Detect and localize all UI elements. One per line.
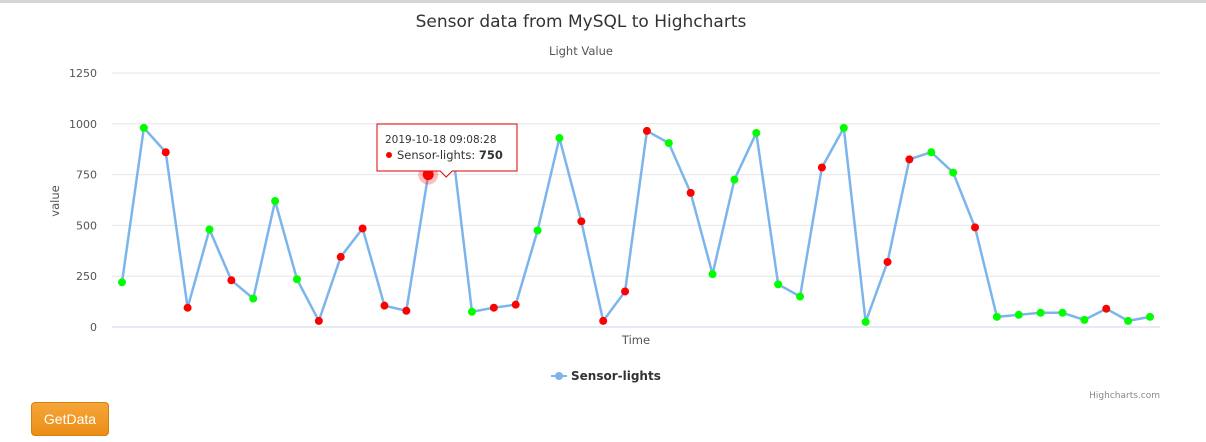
data-point[interactable]	[161, 148, 170, 157]
tooltip-box	[376, 123, 518, 178]
data-point[interactable]	[599, 316, 608, 325]
data-point[interactable]	[227, 276, 236, 285]
series-line	[120, 126, 1151, 324]
grid-lines	[112, 72, 1160, 328]
data-point[interactable]	[971, 223, 980, 232]
data-point[interactable]	[1102, 304, 1111, 313]
chart-title: Sensor data from MySQL to Highcharts	[416, 12, 747, 32]
data-point[interactable]	[774, 280, 783, 289]
line-chart: Sensor data from MySQL to Highcharts Lig…	[48, 12, 1160, 400]
data-point[interactable]	[839, 123, 848, 132]
data-point[interactable]	[664, 139, 673, 148]
y-tick-label: 750	[76, 169, 97, 182]
data-point[interactable]	[249, 294, 258, 303]
top-divider	[0, 0, 1206, 3]
data-point[interactable]	[511, 300, 520, 309]
data-point[interactable]	[1080, 315, 1089, 324]
data-point[interactable]	[927, 148, 936, 157]
data-point[interactable]	[555, 134, 564, 143]
data-point[interactable]	[380, 301, 389, 310]
data-point[interactable]	[402, 306, 411, 315]
y-tick-label: 0	[90, 321, 97, 334]
data-point[interactable]	[883, 257, 892, 266]
data-point[interactable]	[992, 312, 1001, 321]
data-point[interactable]	[336, 252, 345, 261]
data-point[interactable]	[467, 307, 476, 316]
getdata-button[interactable]: GetData	[31, 402, 109, 436]
data-point[interactable]	[489, 303, 498, 312]
tooltip: 2019-10-18 09:08:28 Sensor-lights: 750	[376, 123, 518, 178]
tooltip-value: 750	[479, 148, 503, 162]
y-axis-ticks: 0 250 500 750 1000 1250	[69, 67, 97, 334]
data-point[interactable]	[292, 275, 301, 284]
data-point[interactable]	[577, 217, 586, 226]
data-point[interactable]	[1058, 308, 1067, 317]
data-point[interactable]	[1036, 308, 1045, 317]
y-tick-label: 1000	[69, 118, 97, 131]
data-point[interactable]	[422, 169, 434, 181]
series-sensor-lights	[118, 123, 1154, 326]
data-point[interactable]	[642, 126, 651, 135]
x-axis-label: Time	[621, 333, 650, 347]
tooltip-series-name: Sensor-lights	[397, 148, 471, 162]
y-tick-label: 1250	[69, 67, 97, 80]
data-point[interactable]	[949, 168, 958, 177]
tooltip-time: 2019-10-18 09:08:28	[385, 134, 497, 146]
legend-marker-icon	[555, 372, 563, 380]
data-point[interactable]	[686, 188, 695, 197]
data-point[interactable]	[118, 278, 126, 287]
data-point[interactable]	[796, 292, 805, 301]
y-tick-label: 500	[76, 219, 97, 232]
legend-label[interactable]: Sensor-lights	[571, 369, 661, 383]
data-point[interactable]	[905, 155, 914, 164]
data-point[interactable]	[708, 270, 717, 279]
data-point[interactable]	[861, 317, 870, 326]
data-point[interactable]	[358, 224, 367, 233]
tooltip-series: Sensor-lights: 750	[397, 148, 503, 162]
data-point[interactable]	[271, 197, 280, 206]
legend[interactable]: Sensor-lights	[551, 369, 661, 383]
y-axis-label: value	[48, 185, 62, 216]
y-tick-label: 250	[76, 270, 97, 283]
data-point[interactable]	[1124, 316, 1133, 325]
data-point[interactable]	[817, 163, 826, 172]
chart-subtitle: Light Value	[549, 44, 613, 58]
data-point[interactable]	[205, 225, 214, 234]
data-point[interactable]	[183, 303, 192, 312]
data-point[interactable]	[1146, 312, 1154, 321]
data-point[interactable]	[730, 175, 739, 184]
data-point[interactable]	[621, 287, 630, 296]
data-point[interactable]	[314, 316, 323, 325]
data-point[interactable]	[1014, 310, 1023, 319]
tooltip-marker	[386, 152, 392, 158]
data-point[interactable]	[752, 128, 761, 137]
credits-link[interactable]: Highcharts.com	[1089, 391, 1160, 400]
tooltip-colon: :	[471, 148, 479, 162]
data-point[interactable]	[139, 123, 148, 132]
data-point[interactable]	[533, 226, 542, 235]
